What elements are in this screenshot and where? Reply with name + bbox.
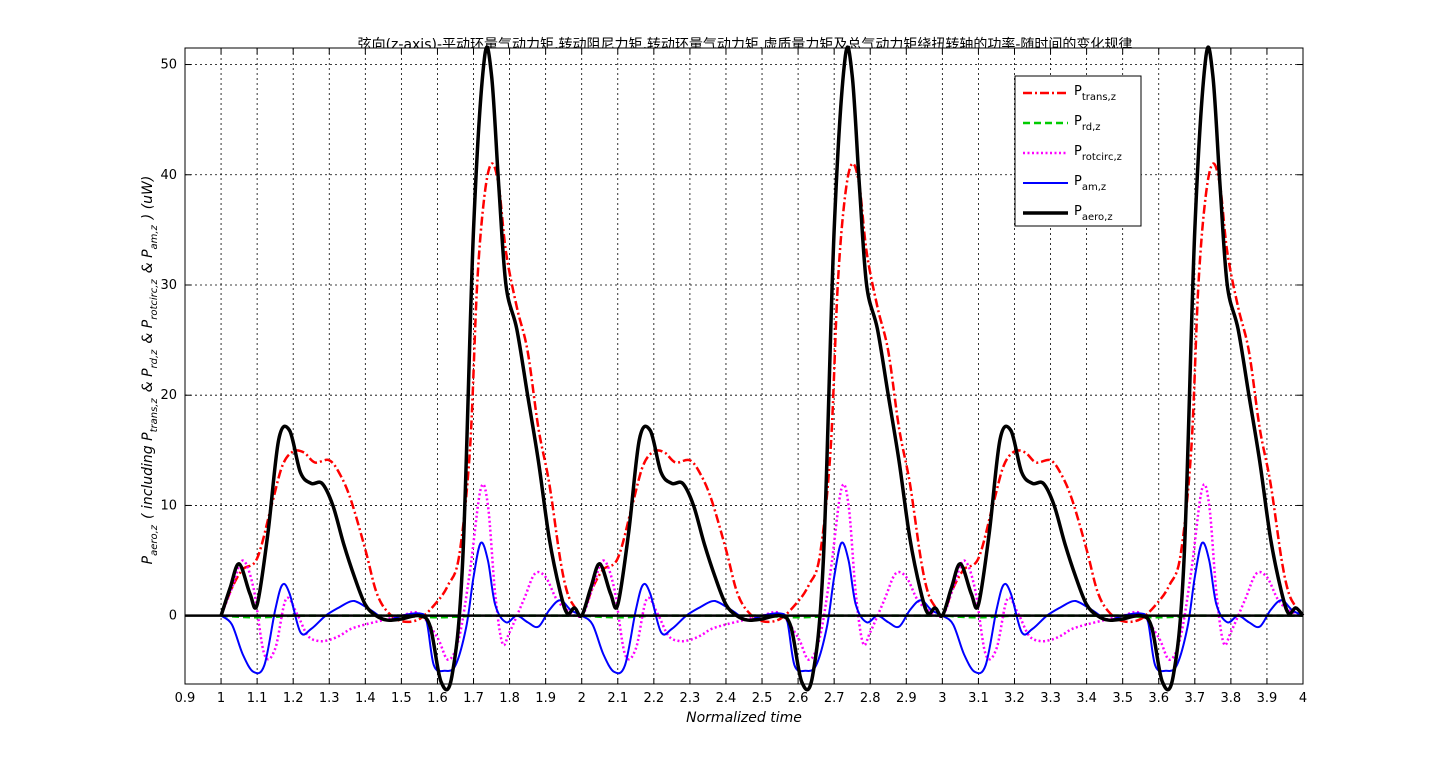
- x-tick-label: 2.9: [896, 691, 917, 706]
- x-tick-label: 1.7: [463, 691, 484, 706]
- y-tick-labels: 0 10 20 30 40 50: [160, 58, 177, 624]
- legend-entry: Paero,z: [1074, 204, 1113, 223]
- series-line-aero-z: [219, 45, 1305, 692]
- x-tick-label: 1.5: [391, 691, 412, 706]
- y-label-middle: ( including P: [140, 432, 156, 519]
- x-tick-label: 1.4: [355, 691, 376, 706]
- x-tick-label: 2.7: [824, 691, 845, 706]
- x-tick-label: 2.4: [716, 691, 737, 706]
- y-tick-label: 20: [160, 388, 177, 403]
- legend-box: [1014, 75, 1142, 227]
- y-label-sub-rotcirc: rotcirc,z: [149, 279, 160, 320]
- axis-ticks: [184, 48, 1304, 684]
- y-label-unit: ) (uW): [140, 176, 156, 221]
- x-tick-label: 2.8: [860, 691, 881, 706]
- x-tick-label: 2.2: [643, 691, 664, 706]
- x-tick-label: 2.5: [752, 691, 773, 706]
- x-tick-label: 3.6: [1148, 691, 1169, 706]
- y-tick-label: 10: [160, 498, 177, 513]
- x-tick-label: 3.8: [1221, 691, 1242, 706]
- x-tick-label: 3.2: [1004, 691, 1025, 706]
- legend-entry: Ptrans,z: [1074, 84, 1116, 103]
- series-line-am-z: [220, 541, 1304, 675]
- y-tick-label: 40: [160, 168, 177, 183]
- x-axis-label: Normalized time: [686, 710, 802, 726]
- x-tick-label: 3.9: [1257, 691, 1278, 706]
- y-label-and-1: & P: [140, 368, 156, 392]
- x-tick-label: 3.5: [1112, 691, 1133, 706]
- legend-entry: Protcirc,z: [1074, 144, 1122, 163]
- y-label-sub-am: am,z: [149, 224, 160, 249]
- x-tick-label: 3.3: [1040, 691, 1061, 706]
- x-tick-label: 1.9: [535, 691, 556, 706]
- x-tick-label: 1.2: [283, 691, 304, 706]
- y-label-and-3: & P: [140, 249, 156, 273]
- x-tick-label: 2.1: [607, 691, 628, 706]
- legend-entry: Pam,z: [1074, 174, 1106, 193]
- y-label-main-sub: aero,z: [149, 524, 160, 556]
- y-label-main: P: [140, 555, 156, 564]
- x-tick-label: 1.6: [427, 691, 448, 706]
- y-label-sub-rd: rd,z: [149, 349, 160, 369]
- x-tick-label: 3.1: [968, 691, 989, 706]
- y-tick-label: 50: [160, 58, 177, 73]
- legend-items: Ptrans,z Prd,z Protcirc,z Pam,z Paero,z: [1023, 84, 1122, 223]
- axes-frame: [184, 47, 1304, 685]
- legend-entry: Prd,z: [1074, 114, 1101, 133]
- x-tick-label: 1.8: [499, 691, 520, 706]
- x-tick-label: 1.3: [319, 691, 340, 706]
- x-tick-label: 2.3: [680, 691, 701, 706]
- x-tick-label: 3.4: [1076, 691, 1097, 706]
- y-tick-label: 30: [160, 278, 177, 293]
- series-line-rotcirc-z: [219, 483, 1304, 661]
- legend: Ptrans,z Prd,z Protcirc,z Pam,z Paero,z: [1014, 75, 1142, 227]
- x-tick-label: 2: [578, 691, 586, 706]
- x-tick-label: 4: [1299, 691, 1307, 706]
- x-tick-label: 3.7: [1184, 691, 1205, 706]
- y-label-and-2: & P: [140, 319, 156, 343]
- y-tick-label: 0: [169, 609, 177, 624]
- x-tick-label: 1: [217, 691, 225, 706]
- y-label-sub-trans: trans,z: [149, 398, 160, 433]
- x-tick-label: 3: [938, 691, 946, 706]
- x-tick-labels: 0.9 1 1.1 1.2 1.3 1.4 1.5 1.6 1.7 1.8 1.9 2 2.1 2.2 2.…: [175, 691, 1307, 706]
- x-tick-label: 2.6: [788, 691, 809, 706]
- y-axis-label: Paero,z( including Ptrans,z& Prd,z& Prot…: [140, 176, 160, 565]
- x-tick-label: 0.9: [175, 691, 196, 706]
- x-tick-label: 1.1: [247, 691, 268, 706]
